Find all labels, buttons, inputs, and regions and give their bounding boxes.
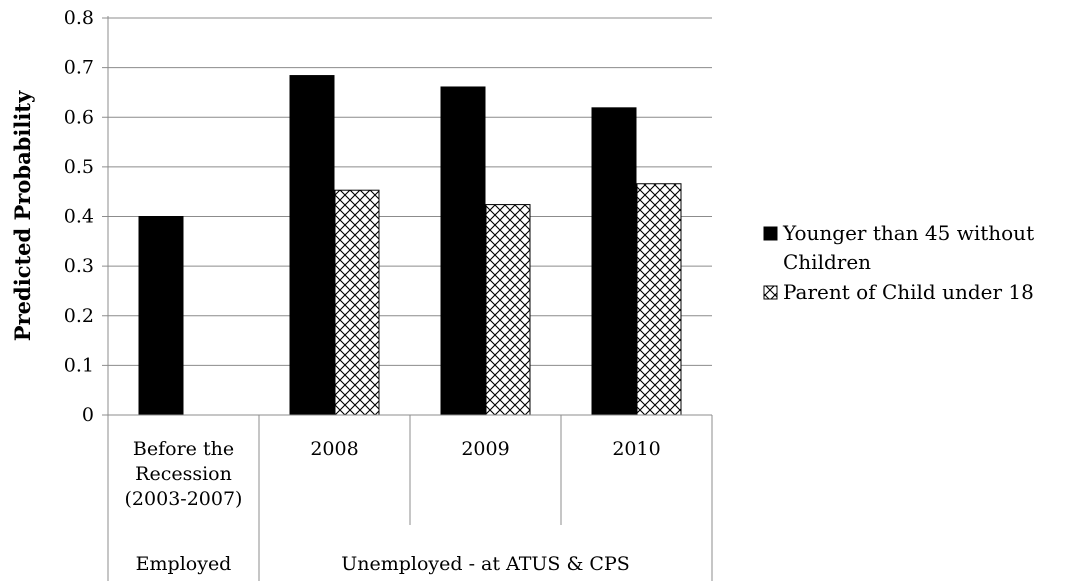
y-tick-label: 0.5 <box>64 156 94 178</box>
y-tick-label: 0.3 <box>64 255 94 277</box>
bar-parent-of-child-3 <box>636 183 682 416</box>
category-label: (2003-2007) <box>125 488 243 510</box>
bar-parent-of-child-1 <box>334 189 380 416</box>
category-group-label: Employed <box>136 553 232 575</box>
y-tick-label: 0.2 <box>64 305 94 327</box>
bar-younger-than-45-0 <box>138 216 184 416</box>
legend-label: Children <box>783 250 871 274</box>
category-group-label: Unemployed - at ATUS & CPS <box>341 553 630 575</box>
category-label: 2010 <box>612 438 660 460</box>
category-label: Before the <box>133 438 234 460</box>
category-label: Recession <box>135 463 232 485</box>
legend-label: Younger than 45 without <box>782 221 1034 245</box>
y-axis-label: Predicted Probability <box>10 90 35 341</box>
bars <box>138 75 682 416</box>
gridlines <box>108 17 712 366</box>
y-tick-label: 0.7 <box>64 57 94 79</box>
legend-swatch <box>763 226 778 241</box>
legend-label: Parent of Child under 18 <box>783 280 1034 304</box>
category-label: 2008 <box>310 438 358 460</box>
bar-younger-than-45-3 <box>591 107 637 416</box>
bar-younger-than-45-1 <box>289 75 335 416</box>
category-labels: Before the Recession (2003-2007) 2008 2009 20… <box>125 438 661 575</box>
bar-younger-than-45-2 <box>440 86 486 416</box>
y-tick-label: 0 <box>82 404 94 426</box>
y-tick-label: 0.8 <box>64 7 94 29</box>
category-label: 2009 <box>461 438 509 460</box>
bar-parent-of-child-2 <box>485 204 531 416</box>
legend-swatch <box>763 285 778 300</box>
y-tick-labels: 0 0.1 0.2 0.3 0.4 0.5 0.6 0.7 0.8 <box>64 7 94 426</box>
axes <box>102 16 713 581</box>
y-tick-label: 0.4 <box>64 206 94 228</box>
legend: Younger than 45 without Children Parent of… <box>763 221 1034 304</box>
y-tick-label: 0.1 <box>64 354 94 376</box>
y-tick-label: 0.6 <box>64 106 94 128</box>
